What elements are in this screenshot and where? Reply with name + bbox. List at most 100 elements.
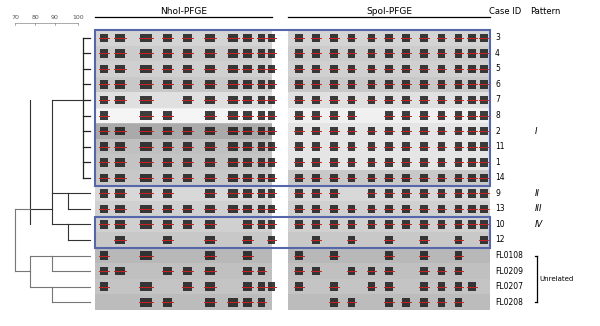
Bar — [348, 205, 355, 213]
Bar — [205, 142, 215, 151]
Bar — [385, 158, 393, 167]
Bar — [228, 205, 238, 213]
Bar — [268, 189, 275, 198]
Bar — [312, 158, 320, 167]
Bar — [455, 34, 462, 42]
Text: 90: 90 — [51, 15, 59, 20]
Text: FL0207: FL0207 — [495, 282, 523, 291]
Bar — [455, 142, 462, 151]
Bar — [468, 158, 476, 167]
Bar — [402, 65, 410, 73]
Bar — [330, 189, 338, 198]
Bar — [420, 65, 428, 73]
Bar — [438, 267, 445, 275]
Bar — [243, 282, 252, 291]
Bar — [420, 142, 428, 151]
Bar — [243, 142, 252, 151]
Bar — [368, 142, 375, 151]
Bar — [402, 96, 410, 104]
Bar — [438, 282, 445, 291]
Text: I: I — [535, 126, 538, 136]
Bar — [385, 205, 393, 213]
Bar — [100, 80, 108, 89]
Bar — [480, 236, 488, 244]
Bar — [95, 123, 490, 139]
Bar — [205, 80, 215, 89]
Bar — [205, 65, 215, 73]
Bar — [163, 220, 172, 229]
Bar — [438, 49, 445, 58]
Bar — [438, 298, 445, 306]
Bar — [402, 205, 410, 213]
Bar — [95, 185, 490, 201]
Bar — [402, 49, 410, 58]
Bar — [385, 96, 393, 104]
Bar — [420, 127, 428, 135]
Bar — [163, 158, 172, 167]
Bar — [163, 142, 172, 151]
Bar — [438, 205, 445, 213]
Bar — [402, 220, 410, 229]
Bar — [420, 236, 428, 244]
Bar — [312, 96, 320, 104]
Text: 12: 12 — [495, 235, 505, 244]
Bar — [455, 205, 462, 213]
Bar — [258, 34, 265, 42]
Bar — [385, 282, 393, 291]
Bar — [163, 298, 172, 306]
Bar — [258, 220, 265, 229]
Bar — [385, 34, 393, 42]
Bar — [438, 142, 445, 151]
Bar — [163, 49, 172, 58]
Bar — [420, 80, 428, 89]
Bar — [95, 263, 490, 279]
Bar — [420, 298, 428, 306]
Bar — [100, 65, 108, 73]
Bar — [420, 267, 428, 275]
Bar — [163, 173, 172, 182]
Bar — [368, 220, 375, 229]
Bar — [455, 158, 462, 167]
Bar — [243, 267, 252, 275]
Bar — [243, 173, 252, 182]
Bar — [455, 298, 462, 306]
Bar — [95, 232, 490, 248]
Bar — [468, 111, 476, 120]
Bar — [115, 96, 125, 104]
Bar — [163, 267, 172, 275]
Bar — [205, 158, 215, 167]
Bar — [115, 267, 125, 275]
Bar — [258, 65, 265, 73]
Bar — [480, 189, 488, 198]
Text: 5: 5 — [495, 65, 500, 73]
Bar — [228, 34, 238, 42]
Bar — [95, 155, 490, 170]
Bar — [258, 111, 265, 120]
Bar — [368, 158, 375, 167]
Bar — [348, 80, 355, 89]
Bar — [295, 282, 303, 291]
Bar — [455, 267, 462, 275]
Bar — [368, 127, 375, 135]
Bar — [480, 205, 488, 213]
Bar — [312, 142, 320, 151]
Bar — [140, 220, 152, 229]
Bar — [243, 236, 252, 244]
Bar — [163, 127, 172, 135]
Bar — [385, 189, 393, 198]
Bar — [205, 298, 215, 306]
Bar — [268, 282, 275, 291]
Bar — [420, 282, 428, 291]
Bar — [205, 282, 215, 291]
Bar — [268, 142, 275, 151]
Bar — [272, 30, 288, 310]
Bar — [95, 124, 272, 139]
Bar — [243, 96, 252, 104]
Bar — [183, 282, 192, 291]
Bar — [258, 298, 265, 306]
Bar — [438, 96, 445, 104]
Bar — [480, 111, 488, 120]
Bar — [480, 34, 488, 42]
Text: IV: IV — [535, 220, 543, 229]
Bar — [368, 80, 375, 89]
